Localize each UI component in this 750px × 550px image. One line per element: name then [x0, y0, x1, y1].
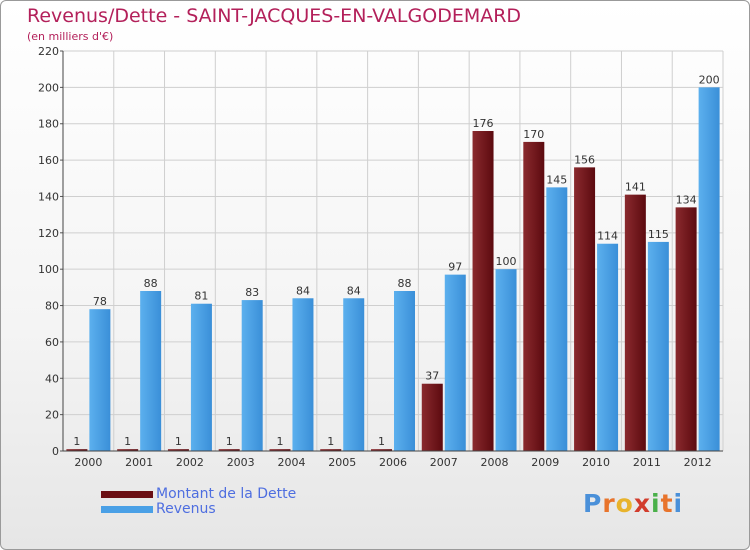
bar-revenus [190, 303, 212, 451]
bar-revenus [597, 243, 619, 451]
proxiti-logo: Proxiti [583, 489, 683, 518]
data-label-dette: 1 [327, 435, 334, 448]
data-label-dette: 170 [523, 128, 544, 141]
logo-letter: t [660, 489, 674, 518]
bar-dette [269, 449, 291, 451]
x-tick-label: 2000 [74, 456, 102, 469]
data-label-dette: 1 [175, 435, 182, 448]
bar-revenus [698, 87, 720, 451]
bar-revenus [89, 309, 111, 451]
data-label-dette: 1 [226, 435, 233, 448]
bar-revenus [546, 187, 568, 451]
bar-dette [574, 167, 596, 451]
bar-dette [523, 141, 545, 451]
bar-dette [371, 449, 392, 451]
data-label-revenus: 100 [496, 255, 517, 268]
data-label-dette: 134 [676, 193, 697, 206]
logo-letter: i [673, 489, 684, 518]
y-tick-label: 60 [45, 336, 59, 349]
data-label-dette: 1 [378, 435, 385, 448]
x-tick-label: 2004 [277, 456, 305, 469]
legend-label-dette: Montant de la Dette [156, 486, 297, 502]
chart-subtitle: (en milliers d'€) [27, 30, 114, 43]
x-tick-label: 2008 [481, 456, 509, 469]
bar-dette [117, 449, 139, 451]
data-label-revenus: 97 [448, 261, 462, 274]
bar-dette [167, 449, 189, 451]
bar-revenus [140, 291, 162, 451]
bar-revenus [444, 274, 466, 451]
bar-revenus [241, 300, 263, 451]
data-label-revenus: 114 [597, 230, 618, 243]
grid [62, 50, 724, 452]
data-label-revenus: 145 [546, 173, 567, 186]
data-label-revenus: 115 [648, 228, 669, 241]
y-tick-label: 200 [38, 81, 59, 94]
legend-swatch-revenus [101, 506, 153, 513]
legend-label-revenus: Revenus [156, 501, 216, 517]
data-label-revenus: 81 [194, 290, 208, 303]
data-label-dette: 156 [574, 153, 595, 166]
data-label-revenus: 78 [93, 295, 107, 308]
x-tick-label: 2009 [531, 456, 559, 469]
bars [66, 87, 720, 452]
data-labels: 1 78 1 88 1 81 1 83 1 84 1 84 1 88 37 97 176 100 170 145 156… [73, 73, 719, 448]
bar-dette [675, 207, 697, 451]
logo-letter: r [602, 489, 616, 518]
bar-revenus [292, 298, 314, 451]
x-tick-label: 2012 [684, 456, 712, 469]
bar-dette [421, 383, 443, 451]
data-label-dette: 176 [473, 117, 494, 130]
x-tick-label: 2010 [582, 456, 610, 469]
x-tick-label: 2005 [328, 456, 356, 469]
data-label-dette: 1 [73, 435, 80, 448]
bar-revenus [394, 291, 415, 451]
y-tick-label: 140 [38, 190, 59, 203]
data-label-revenus: 200 [699, 73, 720, 86]
bar-dette [624, 194, 646, 452]
bar-revenus [495, 269, 517, 451]
y-tick-label: 20 [45, 409, 59, 422]
bar-dette [320, 449, 342, 451]
logo-letter: P [583, 489, 603, 518]
bar-revenus [647, 241, 669, 451]
x-tick-label: 2001 [125, 456, 153, 469]
y-tick-label: 120 [38, 227, 59, 240]
x-tick-label: 2007 [430, 456, 458, 469]
bar-dette [218, 449, 240, 451]
data-label-revenus: 88 [398, 277, 412, 290]
data-label-dette: 1 [276, 435, 283, 448]
legend-swatch-dette [101, 491, 153, 498]
x-tick-label: 2006 [379, 456, 407, 469]
x-tick-label: 2002 [176, 456, 204, 469]
x-tick-label: 2011 [633, 456, 661, 469]
y-tick-label: 0 [52, 445, 59, 458]
y-tick-label: 80 [45, 300, 59, 313]
y-tick-label: 160 [38, 154, 59, 167]
data-label-dette: 37 [425, 370, 439, 383]
logo-letter: i [651, 489, 661, 518]
y-tick-label: 40 [45, 372, 59, 385]
data-label-revenus: 84 [296, 284, 310, 297]
chart-title: Revenus/Dette - SAINT-JACQUES-EN-VALGODE… [27, 5, 522, 27]
data-label-revenus: 88 [144, 277, 158, 290]
y-tick-label: 180 [38, 118, 59, 131]
bar-revenus [343, 298, 365, 451]
x-tick-label: 2003 [227, 456, 255, 469]
logo-letter: o [615, 489, 634, 518]
data-label-dette: 141 [625, 181, 646, 194]
logo-letter: x [633, 489, 651, 518]
bar-dette [472, 131, 494, 451]
y-tick-label: 220 [38, 45, 59, 58]
data-label-dette: 1 [124, 435, 131, 448]
data-label-revenus: 83 [245, 286, 259, 299]
data-label-revenus: 84 [347, 284, 361, 297]
y-tick-label: 100 [38, 263, 59, 276]
bar-dette [66, 449, 88, 451]
